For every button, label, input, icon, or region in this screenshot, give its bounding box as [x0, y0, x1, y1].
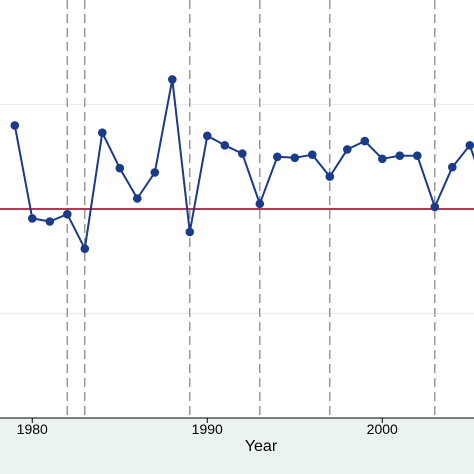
data-point-1980: [28, 214, 37, 223]
data-point-1992: [238, 149, 247, 158]
data-point-1989: [185, 227, 195, 237]
x-axis-title: Year: [245, 438, 278, 455]
data-point-1991: [220, 141, 230, 150]
data-point-2002: [413, 151, 422, 160]
data-point-2005: [465, 141, 474, 150]
data-point-1987: [150, 168, 160, 177]
data-point-1999: [360, 136, 370, 146]
x-tick-label-1980: 1980: [17, 421, 48, 437]
data-point-1998: [343, 145, 352, 154]
data-point-1981: [45, 217, 55, 226]
data-point-1984: [98, 128, 107, 137]
data-point-2003: [430, 202, 440, 212]
data-point-1990: [203, 131, 212, 141]
data-point-1994: [273, 152, 282, 162]
data-point-1997: [325, 172, 335, 181]
x-axis-ticks: 1980 1990 2000: [17, 418, 398, 437]
data-point-1983: [80, 244, 90, 253]
data-point-1995: [290, 153, 300, 163]
x-tick-label-2000: 2000: [367, 421, 398, 437]
series: [10, 75, 474, 253]
data-point-1979: [10, 121, 20, 130]
data-point-2001: [395, 151, 405, 160]
data-point-1985: [115, 163, 125, 173]
data-point-2000: [378, 154, 387, 164]
x-tick-label-1990: 1990: [192, 421, 223, 437]
data-point-1996: [308, 150, 317, 159]
data-point-2004: [448, 162, 457, 172]
data-point-1986: [133, 194, 142, 203]
data-point-1988: [168, 75, 177, 84]
series-line: [13, 78, 474, 250]
data-point-1982: [63, 209, 72, 219]
data-point-1993: [255, 199, 265, 209]
